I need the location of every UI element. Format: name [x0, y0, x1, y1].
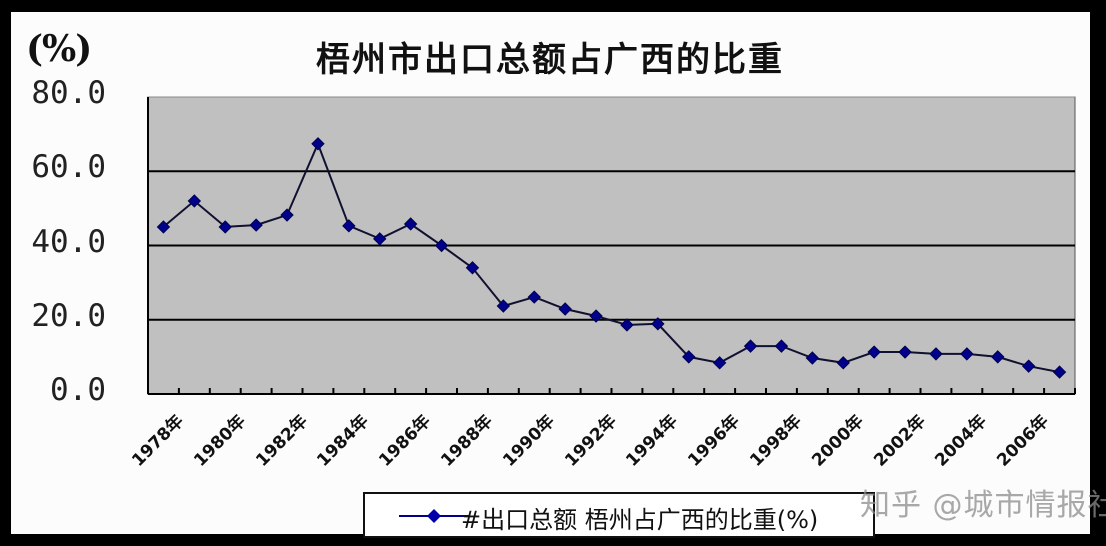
data-point-marker — [218, 220, 232, 234]
data-point-marker — [558, 302, 572, 316]
y-tick-label: 60.0 — [31, 149, 106, 186]
data-point-marker — [960, 347, 974, 361]
data-point-marker — [867, 345, 881, 359]
data-point-marker — [1021, 359, 1036, 373]
watermark: 知乎 @城市情报社 — [860, 488, 1106, 523]
data-point-marker — [836, 356, 850, 370]
data-point-marker — [156, 220, 171, 234]
data-point-marker — [496, 299, 511, 313]
data-point-marker — [373, 232, 387, 246]
data-point-marker — [898, 345, 912, 359]
data-point-marker — [589, 309, 603, 323]
data-point-marker — [280, 208, 294, 222]
data-point-marker — [929, 347, 943, 361]
y-axis-unit-label: (%) — [26, 28, 92, 70]
data-point-marker — [682, 350, 696, 364]
legend: #出口总额 梧州占广西的比重(%) — [363, 492, 875, 538]
data-point-marker — [991, 350, 1005, 364]
data-point-marker — [651, 317, 665, 331]
series-markers — [156, 137, 1067, 379]
data-point-marker — [743, 339, 758, 353]
y-tick-label: 20.0 — [31, 297, 106, 334]
y-tick-label: 0.0 — [50, 372, 106, 408]
data-point-marker — [620, 318, 634, 332]
chart-title: 梧州市出口总额占广西的比重 — [316, 40, 784, 80]
data-point-marker — [774, 339, 789, 353]
legend-label: #出口总额 梧州占广西的比重(%) — [461, 506, 819, 534]
data-point-marker — [249, 218, 263, 232]
data-point-marker — [712, 356, 727, 370]
y-tick-label: 40.0 — [31, 223, 106, 260]
legend-marker-icon — [399, 509, 469, 523]
data-point-marker — [527, 290, 541, 304]
data-point-marker — [465, 261, 480, 275]
data-point-marker — [805, 351, 820, 365]
y-tick-label: 80.0 — [31, 75, 106, 111]
frame-border-right — [1090, 0, 1106, 546]
data-point-marker — [187, 194, 202, 208]
data-point-marker — [311, 137, 325, 151]
data-point-marker — [434, 238, 449, 253]
data-point-marker — [403, 217, 418, 231]
x-axis-ticks — [177, 388, 1076, 394]
data-point-marker — [342, 219, 356, 233]
data-point-marker — [1052, 365, 1067, 379]
